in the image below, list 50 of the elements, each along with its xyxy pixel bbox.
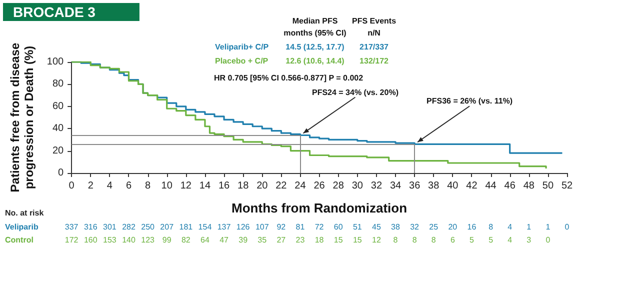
x-tick-label: 36: [409, 180, 421, 192]
x-tick-label: 26: [314, 180, 326, 192]
text: Veliparib 337 316 301 282 250 207 181 154 137 126 107 92 81 72 60 51 45 38 32 25 20 16 8 4 1 1 0: [5, 222, 570, 232]
text: 14.5 (12.5, 17.7): [286, 42, 345, 52]
annotation: HR 0.705 [95% CI 0.566-0.877] P = 0.002: [214, 74, 364, 82]
y-tick-label: 0: [58, 168, 64, 178]
text: Control 172 160 153 140 123 99 82 64 47 39 35 27 23 18 15 15 12 8 8 8 6 5 5 4 3 0: [5, 236, 550, 244]
x-tick-label: 2: [88, 180, 94, 192]
y-tick-label: 60: [52, 100, 64, 112]
x-tick-label: 44: [485, 180, 497, 192]
x-tick-label: 24: [294, 180, 306, 192]
x-tick-label: 50: [542, 180, 554, 192]
x-tick-label: 34: [390, 180, 402, 192]
y-tick-label: 20: [52, 145, 64, 156]
y-tick-label: 80: [52, 78, 64, 90]
x-tick-label: 32: [370, 180, 382, 192]
y-tick-label: 40: [52, 123, 64, 134]
x-tick-label: 22: [276, 180, 288, 192]
x-tick-label: 4: [106, 180, 113, 192]
text: Placebo + C/P: [215, 56, 269, 66]
x-tick-label: 0: [68, 180, 75, 192]
x-tick-label: 46: [504, 180, 516, 192]
x-tick-label: 52: [561, 180, 573, 192]
x-tick-label: 42: [466, 180, 478, 192]
text: PFS Events n/N: [352, 16, 397, 38]
x-tick-label: 30: [352, 180, 364, 192]
annotation: 132/172: [360, 56, 390, 66]
annotation: PFS36 = 26% (vs. 11%): [426, 96, 513, 106]
x-tick-label: 20: [256, 180, 268, 192]
x-tick-label: 6: [126, 180, 132, 192]
y-axis-title: Patients free from disease progression or Death (%): [8, 42, 36, 192]
text: Veliparib+ C/P: [215, 42, 270, 52]
chart-title: BROCADE 3: [13, 4, 96, 20]
x-tick-label: 14: [199, 180, 211, 192]
x-tick-label: 10: [161, 180, 173, 192]
x-tick-label: 12: [180, 180, 192, 192]
annotation: 12.6 (10.6, 14.4): [286, 56, 345, 66]
text: 217/337: [360, 42, 390, 52]
annotation: PFS24 = 34% (vs. 20%): [312, 88, 399, 97]
x-tick-label: 16: [218, 180, 230, 192]
x-tick-label: 28: [332, 180, 344, 192]
x-tick-label: 8: [145, 180, 152, 192]
x-tick-label: 40: [447, 180, 459, 192]
x-tick-label: 48: [523, 180, 535, 192]
x-tick-label: 18: [238, 180, 250, 192]
text: No. at risk: [5, 208, 44, 218]
x-axis-title: Months from Randomization: [232, 200, 408, 216]
y-tick-label: 100: [46, 56, 64, 68]
text: Median PFS months (95% CI): [284, 16, 347, 38]
x-tick-label: 38: [428, 180, 440, 192]
